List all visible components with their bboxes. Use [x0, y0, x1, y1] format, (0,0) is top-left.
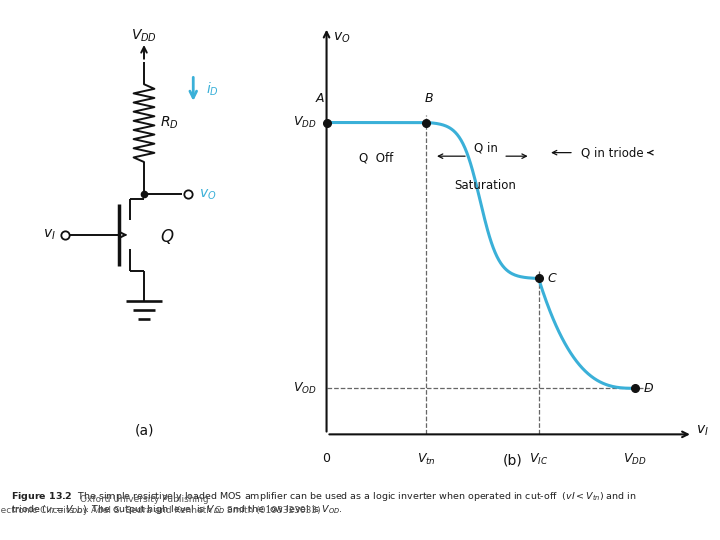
- Text: $\mathbf{Figure\ 13.2}$  The simple resistively loaded MOS amplifier can be used: $\mathbf{Figure\ 13.2}$ The simple resis…: [11, 490, 636, 503]
- Text: Q in triode: Q in triode: [581, 146, 644, 159]
- Text: Oxford University Publishing: Oxford University Publishing: [80, 495, 208, 504]
- Text: $i_D$: $i_D$: [206, 80, 218, 98]
- Text: $Q$: $Q$: [161, 227, 175, 246]
- Text: Saturation: Saturation: [454, 179, 516, 192]
- Text: $V_{IC}$: $V_{IC}$: [529, 452, 548, 467]
- Text: triode $(v_I = V_{DD})$. The output high level is $V_{DD}$ and the low level is : triode $(v_I = V_{DD})$. The output high…: [11, 503, 343, 516]
- Text: $V_{DD}$: $V_{DD}$: [623, 452, 647, 467]
- Text: $R_D$: $R_D$: [161, 115, 179, 131]
- Text: (b): (b): [503, 454, 523, 468]
- Text: $v_O$: $v_O$: [333, 30, 351, 45]
- Text: $C$: $C$: [546, 272, 557, 285]
- Text: Q in: Q in: [474, 141, 498, 154]
- Text: $D$: $D$: [643, 382, 654, 395]
- Text: $v_O$: $v_O$: [199, 187, 216, 201]
- Text: $v_I$: $v_I$: [42, 228, 55, 242]
- Text: $A$: $A$: [315, 92, 325, 105]
- Text: Q  Off: Q Off: [359, 151, 393, 165]
- Text: (a): (a): [134, 424, 154, 438]
- Text: $B$: $B$: [424, 92, 434, 105]
- Text: $V_{OD}$: $V_{OD}$: [293, 381, 317, 396]
- Text: $V_{DD}$: $V_{DD}$: [131, 28, 157, 44]
- Text: $v_I$: $v_I$: [696, 423, 708, 438]
- Text: $V_{tn}$: $V_{tn}$: [417, 452, 436, 467]
- Text: 0: 0: [323, 452, 330, 465]
- Text: $V_{DD}$: $V_{DD}$: [293, 115, 317, 130]
- Text: Microelectronic Circuits by Adel S. Sedra and Kenneth C. Smith (0195323033): Microelectronic Circuits by Adel S. Sedr…: [0, 506, 320, 515]
